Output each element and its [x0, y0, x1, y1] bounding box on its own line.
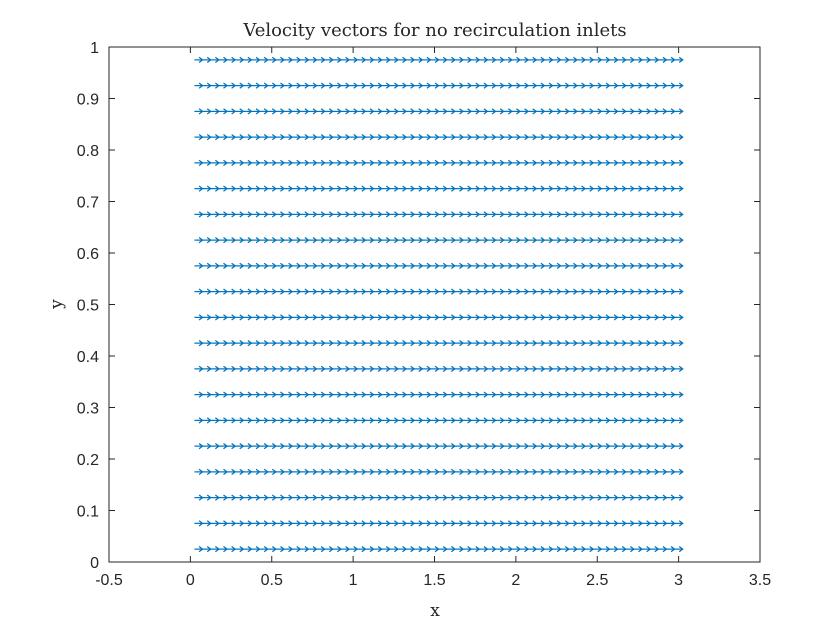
vector-row: [194, 56, 684, 63]
arrow-head: [678, 391, 684, 398]
vector-row: [194, 314, 684, 321]
vector-row: [194, 546, 684, 553]
y-tick-label: 0.5: [77, 298, 99, 315]
velocity-arrow: [674, 391, 684, 398]
y-axis: 0 0.1 0.2 0.3 0.4 0.5 0.6 0.7 0.8 0.9 1: [77, 40, 760, 572]
arrow-head: [678, 365, 684, 372]
x-tick-label: -0.5: [95, 572, 123, 589]
arrow-head: [678, 340, 684, 347]
arrow-head: [678, 211, 684, 218]
velocity-arrow: [674, 340, 684, 347]
arrow-head: [678, 494, 684, 501]
vector-row: [194, 443, 684, 450]
arrow-head: [678, 443, 684, 450]
arrow-head: [678, 314, 684, 321]
vector-row: [194, 520, 684, 527]
x-tick-label: 2.5: [586, 572, 608, 589]
velocity-arrow: [674, 185, 684, 192]
velocity-arrow: [674, 237, 684, 244]
vector-row: [194, 340, 684, 347]
velocity-arrow: [674, 520, 684, 527]
y-tick-label: 0: [90, 555, 99, 572]
arrow-head: [678, 520, 684, 527]
x-tick-label: 2: [511, 572, 520, 589]
x-tick-label: 0.5: [261, 572, 283, 589]
velocity-arrow: [674, 211, 684, 218]
x-axis-label: x: [430, 601, 440, 621]
y-tick-label: 1: [90, 40, 99, 57]
x-tick-label: 3: [674, 572, 683, 589]
velocity-arrow: [674, 417, 684, 424]
arrow-head: [678, 417, 684, 424]
vector-row: [194, 262, 684, 269]
velocity-arrow: [674, 56, 684, 63]
arrow-head: [678, 185, 684, 192]
plot-area: [109, 47, 760, 562]
vector-row: [194, 468, 684, 475]
y-tick-label: 0.6: [77, 246, 99, 263]
vector-row: [194, 134, 684, 141]
velocity-arrow: [674, 546, 684, 553]
vector-field: [194, 56, 684, 553]
velocity-arrow: [674, 314, 684, 321]
x-axis: -0.5 0 0.5 1 1.5 2 2.5 3 3.5: [95, 47, 771, 589]
vector-row: [194, 417, 684, 424]
x-tick-label: 0: [186, 572, 195, 589]
y-tick-label: 0.7: [77, 195, 99, 212]
velocity-arrow: [674, 288, 684, 295]
y-tick-label: 0.1: [77, 504, 99, 521]
vector-row: [194, 82, 684, 89]
velocity-arrow: [674, 159, 684, 166]
vector-row: [194, 365, 684, 372]
arrow-head: [678, 468, 684, 475]
arrow-head: [678, 134, 684, 141]
vector-row: [194, 185, 684, 192]
arrow-head: [678, 546, 684, 553]
chart-title: Velocity vectors for no recirculation in…: [242, 20, 626, 41]
vector-row: [194, 159, 684, 166]
vector-row: [194, 288, 684, 295]
velocity-arrow: [674, 494, 684, 501]
arrow-head: [678, 108, 684, 115]
arrow-head: [678, 237, 684, 244]
arrow-head: [678, 159, 684, 166]
arrow-head: [678, 82, 684, 89]
vector-row: [194, 211, 684, 218]
y-tick-label: 0.8: [77, 143, 99, 160]
velocity-arrow: [674, 365, 684, 372]
velocity-arrow: [674, 134, 684, 141]
vector-row: [194, 108, 684, 115]
x-tick-label: 1: [349, 572, 358, 589]
arrow-head: [678, 262, 684, 269]
y-tick-label: 0.4: [77, 349, 99, 366]
y-tick-label: 0.2: [77, 452, 99, 469]
y-axis-label: y: [47, 299, 67, 310]
arrow-head: [678, 56, 684, 63]
arrow-head: [678, 288, 684, 295]
vector-row: [194, 494, 684, 501]
velocity-arrow: [674, 108, 684, 115]
y-tick-label: 0.3: [77, 401, 99, 418]
x-tick-label: 3.5: [749, 572, 771, 589]
y-tick-label: 0.9: [77, 92, 99, 109]
velocity-arrow: [674, 82, 684, 89]
velocity-arrow: [674, 468, 684, 475]
vector-row: [194, 391, 684, 398]
vector-row: [194, 237, 684, 244]
velocity-arrow: [674, 262, 684, 269]
velocity-arrow: [674, 443, 684, 450]
x-tick-label: 1.5: [423, 572, 445, 589]
